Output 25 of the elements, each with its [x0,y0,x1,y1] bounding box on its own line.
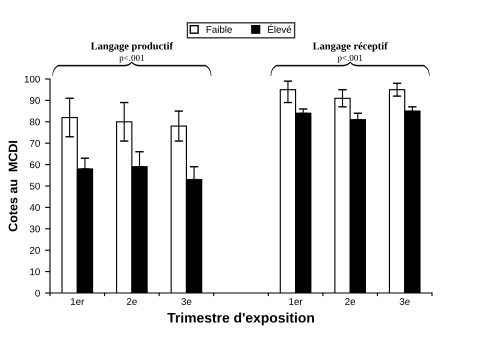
x-axis-title: Trimestre d'exposition [167,312,314,326]
text: Langage productif [90,42,174,52]
y-tick-label: 10 [30,268,40,276]
y-tick-label: 20 [30,246,40,254]
y-tick-label: 60 [30,161,40,168]
y-tick-label: 50 [30,182,40,190]
legend-label: Faible [206,26,232,33]
y-axis-title: Cotes au MCDI [8,140,18,232]
x-tick-label: 2e [345,298,356,305]
y-tick-label: 30 [30,226,40,232]
y-tick-label: 0 [35,290,40,297]
x-tick-label: 1er [71,298,84,305]
x-tick-label: 1er [289,298,302,305]
text: Langage réceptif [312,42,388,52]
text: p<.001 [119,54,144,63]
x-tick-label: 3e [400,298,410,305]
y-tick-label: 90 [30,97,40,104]
x-tick-label: 2e [126,298,137,305]
x-tick-label: 3e [181,298,192,305]
y-tick-label: 100 [24,76,40,83]
y-tick-label: 80 [30,118,40,126]
text: p<.001 [338,54,362,63]
legend-label: Élevé [268,24,292,33]
y-tick-label: 40 [30,204,40,212]
y-tick-label: 70 [30,140,40,147]
